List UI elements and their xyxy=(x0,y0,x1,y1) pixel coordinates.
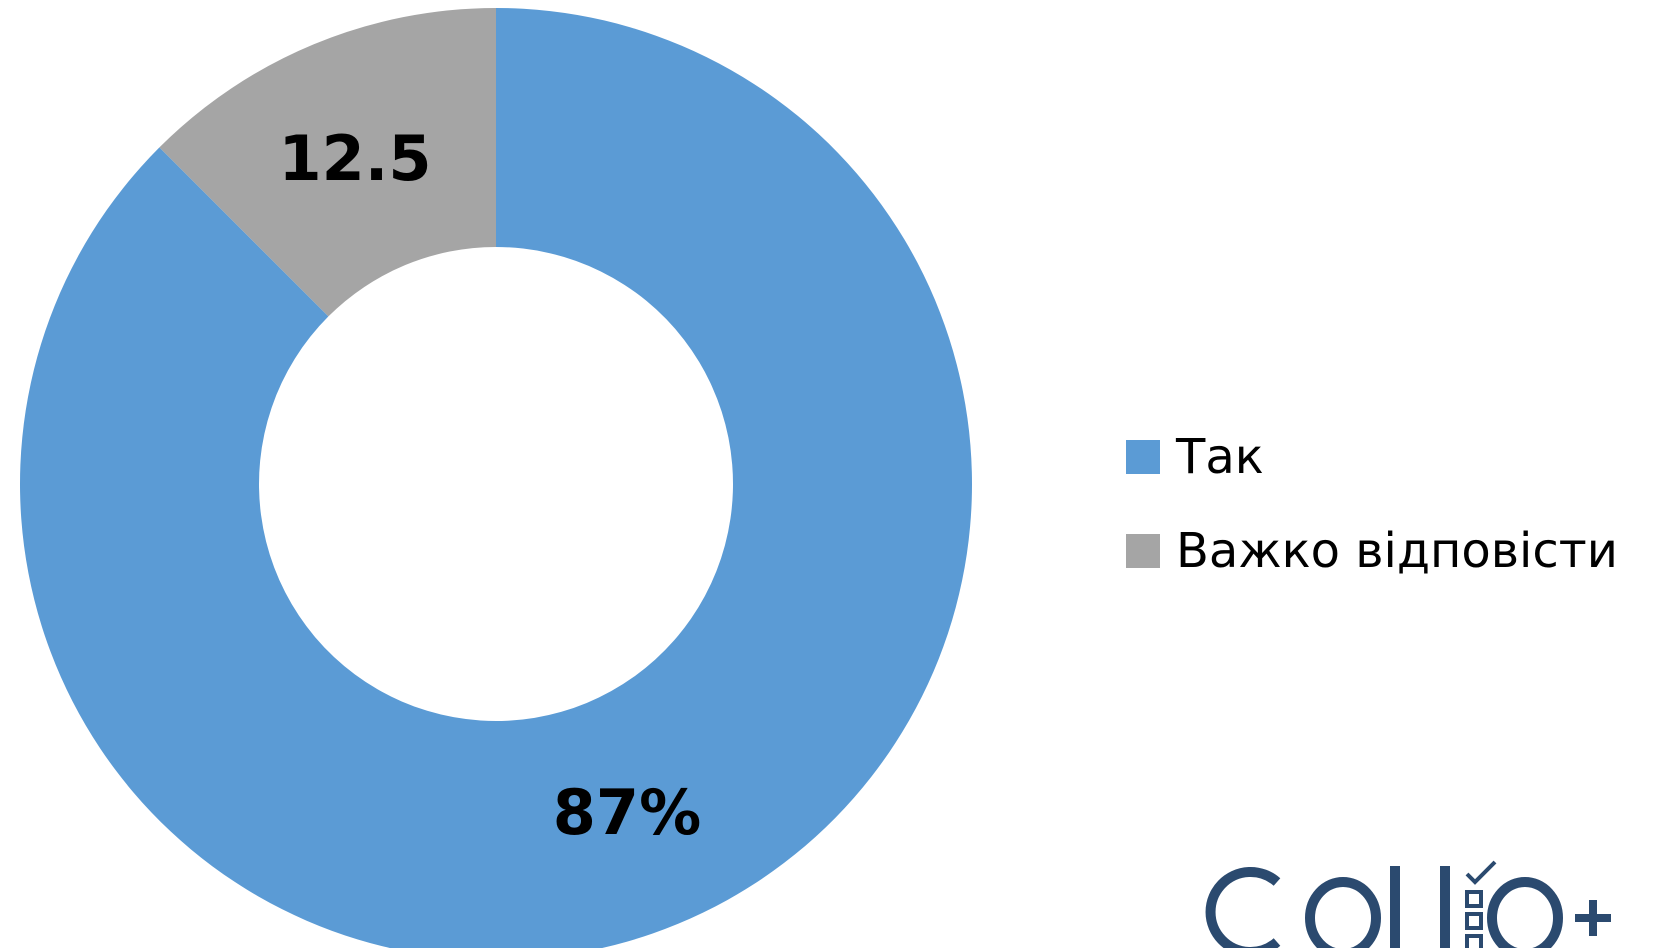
donut-slices xyxy=(20,8,972,948)
donut-slice-vazhko-vidpovisty xyxy=(159,8,496,317)
legend-item-tak: Так xyxy=(1126,410,1618,504)
legend-label-tak: Так xyxy=(1176,429,1264,485)
socis-logo-mark xyxy=(1205,860,1611,948)
donut-slice-tak xyxy=(20,8,972,948)
legend-swatch-vazhko-vidpovisty xyxy=(1126,534,1160,568)
data-label-vazhko-vidpovisty: 12.5 xyxy=(279,122,432,195)
chart-legend: Так Важко відповісти xyxy=(1126,410,1618,598)
legend-swatch-tak xyxy=(1126,440,1160,474)
socis-logo xyxy=(1205,858,1665,948)
data-label-tak: 87% xyxy=(553,776,701,849)
legend-item-vazhko-vidpovisty: Важко відповісти xyxy=(1126,504,1618,598)
legend-label-vazhko-vidpovisty: Важко відповісти xyxy=(1176,523,1618,579)
